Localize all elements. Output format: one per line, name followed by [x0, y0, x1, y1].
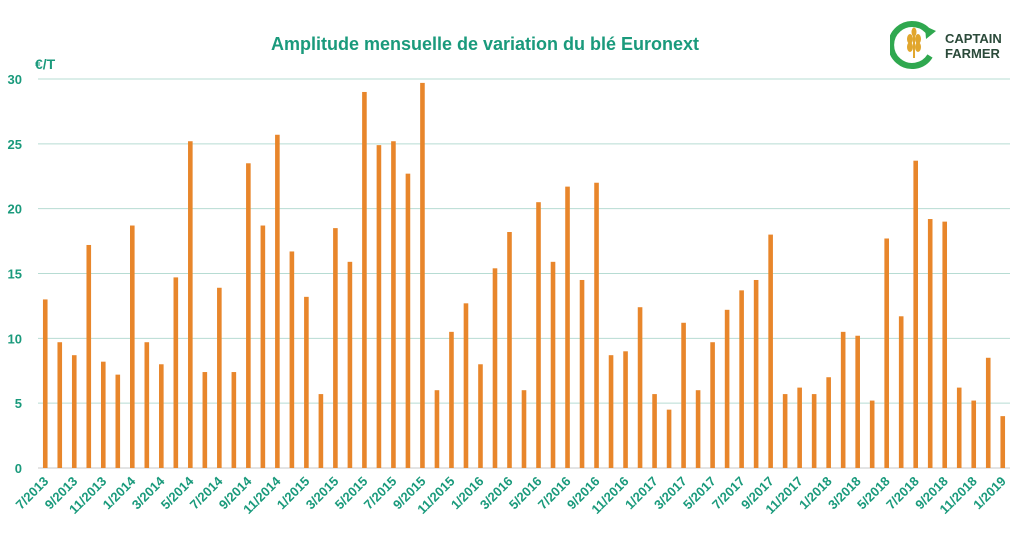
- bar: [550, 261, 556, 468]
- bar: [347, 261, 353, 468]
- captain-farmer-logo: CAPTAIN FARMER: [888, 20, 1015, 70]
- bar: [840, 331, 846, 468]
- bar: [681, 322, 686, 468]
- bar: [463, 303, 469, 468]
- bar: [826, 377, 831, 468]
- bar: [333, 228, 338, 468]
- bar: [159, 364, 164, 468]
- bar: [898, 316, 904, 468]
- y-tick-label: 30: [8, 72, 22, 87]
- bar: [739, 290, 744, 468]
- bar: [507, 232, 512, 468]
- bar: [492, 268, 498, 468]
- bar: [376, 145, 382, 468]
- bar: [971, 400, 977, 468]
- chart-title: Amplitude mensuelle de variation du blé …: [271, 34, 699, 54]
- bar: [724, 309, 730, 468]
- bar: [811, 394, 817, 468]
- bar: [86, 244, 92, 468]
- bar: [304, 296, 309, 468]
- x-tick-label: 1/2019: [970, 474, 1009, 513]
- bar: [985, 357, 991, 468]
- y-tick-label: 0: [15, 461, 22, 476]
- bar: [927, 219, 933, 468]
- bar: [434, 390, 440, 468]
- y-tick-label: 20: [8, 202, 22, 217]
- bar: [652, 394, 657, 468]
- wheat-in-arrow-icon: [888, 21, 936, 69]
- bar: [217, 287, 222, 468]
- bar: [420, 82, 425, 468]
- bar: [57, 342, 63, 468]
- bar: [594, 182, 599, 468]
- gridlines: [38, 78, 1010, 469]
- bar: [289, 251, 295, 468]
- bar: [753, 279, 759, 468]
- logo-text-farmer: FARMER: [945, 46, 1001, 61]
- bar: [478, 364, 483, 468]
- bar: [362, 91, 367, 468]
- bar: [144, 342, 150, 468]
- bar: [768, 234, 773, 468]
- bar: [202, 372, 208, 468]
- bar: [956, 387, 962, 468]
- bar: [637, 307, 643, 468]
- y-axis-label: €/T: [35, 56, 56, 72]
- bar: [579, 279, 585, 468]
- y-tick-label: 5: [15, 396, 22, 411]
- bar: [666, 409, 672, 468]
- bar: [260, 225, 266, 468]
- bar: [536, 202, 541, 468]
- bar: [129, 225, 135, 468]
- bar: [942, 221, 948, 468]
- y-tick-label: 25: [8, 137, 22, 152]
- logo-text-captain: CAPTAIN: [945, 31, 1002, 46]
- bar-series: [42, 82, 1006, 469]
- x-axis-ticks: 7/20139/201311/20131/20143/20145/20147/2…: [13, 473, 1009, 517]
- bar: [623, 351, 628, 468]
- bar: [565, 186, 570, 468]
- bar: [521, 390, 527, 468]
- bar: [188, 141, 193, 469]
- bar: [275, 134, 280, 469]
- y-tick-label: 10: [8, 331, 22, 346]
- bar: [869, 400, 875, 468]
- bar: [115, 374, 121, 468]
- bar: [913, 160, 919, 468]
- bar: [710, 342, 715, 468]
- bar: [855, 335, 860, 468]
- bar: [71, 355, 77, 468]
- y-tick-label: 15: [8, 267, 22, 282]
- y-axis-ticks: 0 5 10 15 20 25 30: [8, 72, 22, 476]
- bar: [100, 361, 106, 468]
- bar: [695, 390, 701, 468]
- bar: [246, 163, 251, 469]
- bar: [797, 387, 802, 468]
- bar: [449, 331, 454, 468]
- bar: [405, 173, 411, 468]
- bar: [782, 394, 788, 468]
- bar: [1000, 416, 1006, 468]
- bar: [173, 277, 179, 468]
- bar: [231, 372, 237, 468]
- bar: [608, 355, 614, 468]
- bar: [884, 238, 889, 468]
- bar: [391, 141, 396, 469]
- bar: [318, 394, 324, 468]
- bar: [42, 299, 48, 468]
